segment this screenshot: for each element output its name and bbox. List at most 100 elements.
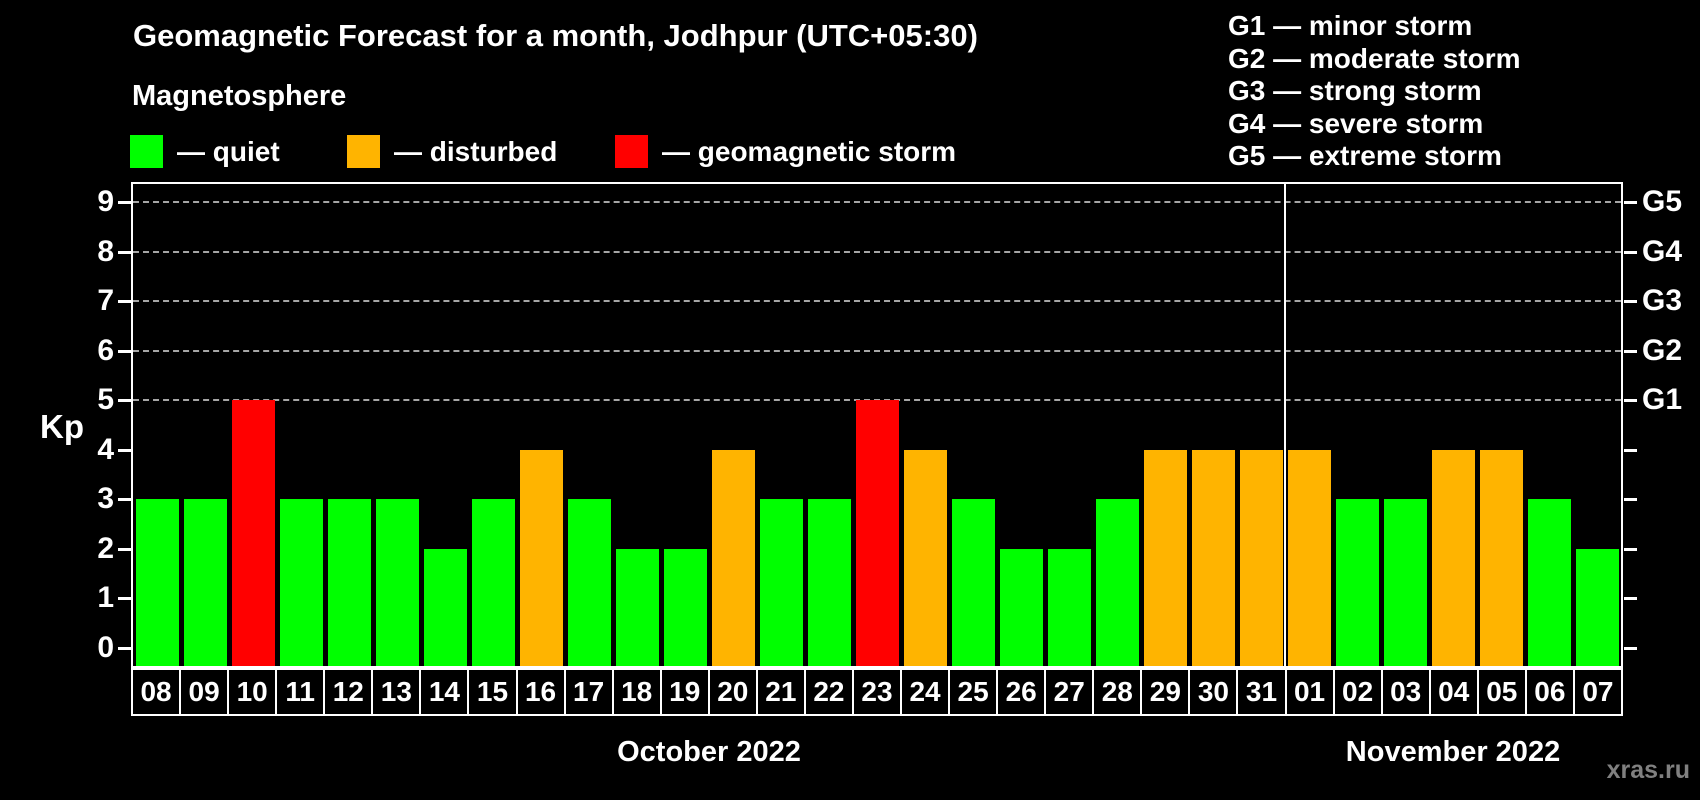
storm-scale-item-4: G4 — severe storm	[1228, 107, 1484, 139]
quiet-color-swatch	[130, 135, 163, 168]
storm-scale-item-2: G2 — moderate storm	[1228, 42, 1521, 74]
right-tick-9	[1624, 201, 1637, 204]
right-axis-label-G5: G5	[1642, 185, 1683, 218]
storm-scale-item-5: G5 — extreme storm	[1228, 140, 1502, 171]
kp-bar-24	[903, 449, 947, 666]
right-tick-6	[1624, 349, 1637, 353]
day-cell-07: 07	[1572, 668, 1623, 716]
legend-item-disturbed: — disturbed	[347, 135, 557, 168]
kp-bar-25	[951, 499, 995, 666]
kp-bar-10	[231, 400, 275, 666]
right-axis-label-G2: G2	[1642, 333, 1683, 367]
y-tick-label-5: 5	[97, 383, 114, 416]
storm-scale-legend: G1 — minor storm G2 — moderate storm G3 — …	[1228, 10, 1521, 173]
day-cell-02: 02	[1332, 668, 1383, 716]
legend-label-disturbed: — disturbed	[394, 135, 558, 167]
day-cell-25: 25	[948, 668, 999, 716]
day-cell-12: 12	[323, 668, 374, 716]
left-tick-9	[118, 201, 131, 204]
y-tick-label-9: 9	[97, 185, 114, 218]
kp-bar-22	[807, 499, 851, 666]
day-cell-24: 24	[900, 668, 951, 716]
day-cell-15: 15	[467, 668, 518, 716]
kp-bar-11	[279, 499, 323, 666]
kp-bar-29	[1143, 449, 1187, 666]
right-axis-label-G4: G4	[1642, 234, 1683, 268]
kp-bar-28	[1095, 499, 1139, 666]
day-cell-09: 09	[179, 668, 230, 716]
kp-bar-06	[1527, 499, 1571, 666]
kp-bar-01	[1287, 449, 1331, 666]
y-tick-label-2: 2	[97, 531, 114, 565]
day-cell-01: 01	[1284, 668, 1335, 716]
day-cell-27: 27	[1044, 668, 1095, 716]
kp-bar-12	[327, 499, 371, 666]
right-tick-4	[1624, 448, 1637, 452]
day-cell-11: 11	[275, 668, 326, 716]
legend-item-storm: — geomagnetic storm	[615, 135, 956, 168]
y-tick-label-0: 0	[97, 630, 114, 664]
day-cell-10: 10	[227, 668, 278, 716]
right-tick-3	[1624, 498, 1637, 501]
kp-bar-20	[711, 449, 755, 666]
kp-bar-03	[1383, 499, 1427, 666]
left-tick-5	[118, 399, 131, 402]
kp-bar-16	[519, 449, 563, 666]
chart-subtitle: Magnetosphere	[132, 80, 347, 112]
kp-bar-23	[855, 400, 899, 666]
left-tick-0	[118, 646, 131, 650]
right-tick-1	[1624, 597, 1637, 600]
left-tick-3	[118, 498, 131, 501]
day-cell-14: 14	[419, 668, 470, 716]
gridline-kp6	[133, 349, 1621, 352]
day-cell-17: 17	[563, 668, 614, 716]
day-cell-21: 21	[755, 668, 806, 716]
day-cell-13: 13	[371, 668, 422, 716]
day-cell-08: 08	[131, 668, 182, 716]
left-tick-7	[118, 300, 131, 303]
legend-label-quiet: — quiet	[177, 135, 280, 167]
right-tick-0	[1624, 646, 1637, 650]
y-tick-label-4: 4	[97, 432, 114, 466]
left-tick-1	[118, 597, 131, 600]
kp-bar-26	[999, 548, 1043, 666]
day-cell-30: 30	[1188, 668, 1239, 716]
day-cell-05: 05	[1476, 668, 1527, 716]
disturbed-color-swatch	[347, 135, 380, 168]
kp-bar-05	[1479, 449, 1523, 666]
day-cell-06: 06	[1524, 668, 1575, 716]
right-tick-7	[1624, 300, 1637, 303]
y-tick-label-7: 7	[97, 284, 114, 317]
right-axis-label-G3: G3	[1642, 284, 1683, 317]
kp-bar-14	[423, 548, 467, 666]
y-tick-label-1: 1	[97, 581, 114, 614]
kp-bar-19	[663, 548, 707, 666]
day-cell-31: 31	[1236, 668, 1287, 716]
y-tick-label-3: 3	[97, 482, 114, 515]
kp-bar-18	[615, 548, 659, 666]
month-label-2: November 2022	[1345, 736, 1561, 768]
y-tick-label-8: 8	[97, 234, 114, 268]
left-tick-6	[118, 349, 131, 353]
kp-bar-30	[1191, 449, 1235, 666]
kp-bar-17	[567, 499, 611, 666]
right-tick-2	[1624, 547, 1637, 551]
day-cell-04: 04	[1428, 668, 1479, 716]
day-cell-28: 28	[1092, 668, 1143, 716]
day-cell-16: 16	[515, 668, 566, 716]
gridline-kp7	[133, 300, 1621, 302]
kp-bar-13	[375, 499, 419, 666]
legend-label-storm: — geomagnetic storm	[662, 135, 957, 167]
day-cell-29: 29	[1140, 668, 1191, 716]
storm-scale-item-1: G1 — minor storm	[1228, 10, 1473, 41]
storm-color-swatch	[615, 135, 648, 168]
day-cell-26: 26	[996, 668, 1047, 716]
day-cell-20: 20	[707, 668, 758, 716]
day-cell-03: 03	[1380, 668, 1431, 716]
right-axis-label-G1: G1	[1642, 383, 1683, 416]
day-cell-19: 19	[659, 668, 710, 716]
kp-bar-07	[1575, 548, 1619, 666]
kp-bar-08	[135, 499, 179, 666]
kp-bar-27	[1047, 548, 1091, 666]
